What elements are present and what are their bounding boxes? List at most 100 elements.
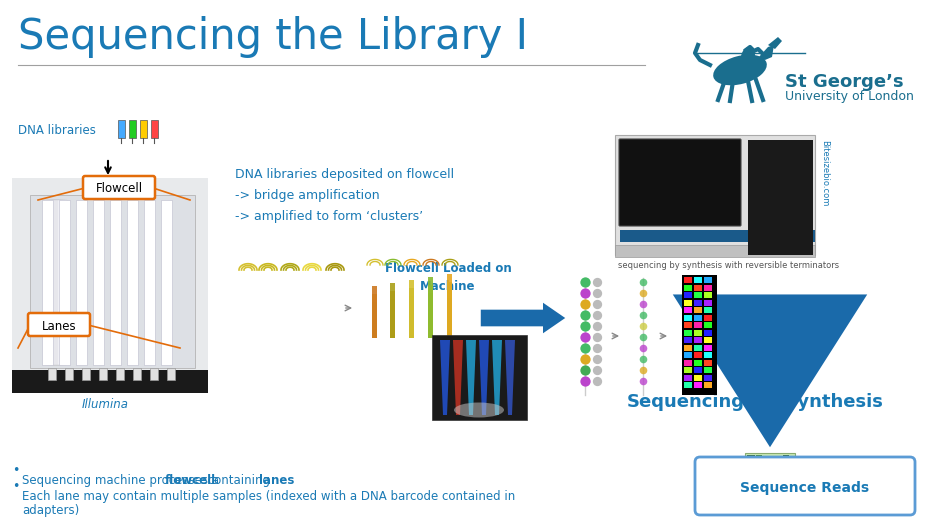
Bar [693, 330, 702, 336]
Text: flowcell: flowcell [165, 474, 216, 487]
Bar [782, 468, 788, 472]
Bar [703, 382, 711, 388]
Text: lanes: lanes [259, 474, 294, 487]
Bar [703, 314, 711, 321]
Polygon shape [53, 200, 63, 365]
Bar [428, 293, 432, 338]
Bar [746, 477, 753, 481]
Polygon shape [43, 200, 53, 365]
Bar [693, 382, 702, 388]
Bar [773, 491, 779, 494]
Bar [755, 468, 762, 472]
Bar [755, 482, 763, 485]
Point [577, 355, 592, 363]
Bar [755, 455, 762, 458]
Polygon shape [466, 340, 475, 415]
Bar [693, 367, 702, 373]
Bar [133, 368, 141, 380]
Bar [390, 299, 394, 338]
Point [577, 377, 592, 386]
Bar [764, 491, 771, 494]
Text: Each lane may contain multiple samples (indexed with a DNA barcode contained in: Each lane may contain multiple samples (… [22, 490, 515, 503]
Bar [755, 473, 760, 476]
Text: Flowcell Loaded on
Machine: Flowcell Loaded on Machine [384, 262, 510, 293]
Bar [746, 464, 752, 467]
Polygon shape [55, 200, 65, 365]
Bar [683, 285, 691, 290]
Ellipse shape [741, 47, 754, 67]
Point [635, 333, 650, 341]
Text: DNA libraries: DNA libraries [18, 124, 96, 137]
Point [589, 300, 604, 309]
Polygon shape [492, 340, 501, 415]
Bar [693, 345, 702, 350]
Text: adapters): adapters) [22, 504, 79, 517]
Point [635, 344, 650, 352]
Text: •: • [12, 480, 19, 493]
Point [589, 278, 604, 286]
Polygon shape [57, 200, 67, 365]
Polygon shape [30, 195, 195, 368]
Polygon shape [45, 200, 55, 365]
Bar [681, 275, 716, 395]
Bar [151, 120, 158, 138]
Point [635, 311, 650, 319]
Polygon shape [110, 200, 121, 365]
Point [635, 377, 650, 386]
Text: DNA libraries deposited on flowcell
-> bridge amplification
-> amplified to form: DNA libraries deposited on flowcell -> b… [235, 168, 454, 223]
Polygon shape [767, 37, 781, 49]
Point [589, 311, 604, 319]
Text: sequencing by synthesis with reversible terminators: sequencing by synthesis with reversible … [617, 261, 838, 270]
Bar [446, 290, 452, 338]
Polygon shape [479, 340, 488, 415]
Bar [614, 245, 814, 257]
Polygon shape [757, 45, 773, 60]
Bar [773, 486, 779, 490]
FancyArrowPatch shape [481, 303, 564, 333]
Point [589, 355, 604, 363]
Bar [693, 322, 702, 328]
Text: Sequencing-By-Synthesis: Sequencing-By-Synthesis [626, 393, 883, 411]
Bar [764, 486, 768, 490]
Polygon shape [144, 200, 155, 365]
Bar [428, 277, 432, 338]
Bar [773, 482, 778, 485]
Text: Lanes: Lanes [42, 320, 76, 332]
Bar [683, 345, 691, 350]
Polygon shape [505, 340, 514, 415]
Text: Sequence Reads: Sequence Reads [740, 481, 869, 495]
Point [577, 333, 592, 341]
Bar [167, 368, 174, 380]
FancyBboxPatch shape [12, 178, 208, 393]
Bar [371, 294, 377, 338]
Polygon shape [440, 340, 449, 415]
Bar [683, 330, 691, 336]
Point [635, 278, 650, 286]
Point [577, 366, 592, 374]
Bar [703, 307, 711, 313]
Bar [693, 352, 702, 358]
Ellipse shape [713, 55, 766, 85]
Bar [764, 473, 769, 476]
Bar [703, 299, 711, 305]
Text: Bitesizebio.com: Bitesizebio.com [819, 140, 829, 207]
Bar [48, 368, 56, 380]
Bar [446, 298, 452, 338]
Bar [703, 322, 711, 328]
Bar [703, 292, 711, 298]
Bar [408, 280, 414, 338]
Bar [683, 352, 691, 358]
Bar [782, 491, 789, 494]
Bar [782, 473, 788, 476]
Bar [371, 302, 377, 338]
Bar [683, 359, 691, 365]
Bar [746, 473, 754, 476]
Bar [390, 307, 394, 338]
Bar [149, 368, 158, 380]
Polygon shape [76, 200, 87, 365]
Bar [693, 374, 702, 381]
FancyBboxPatch shape [83, 176, 155, 199]
Bar [703, 359, 711, 365]
Bar [703, 374, 711, 381]
FancyBboxPatch shape [614, 135, 814, 255]
